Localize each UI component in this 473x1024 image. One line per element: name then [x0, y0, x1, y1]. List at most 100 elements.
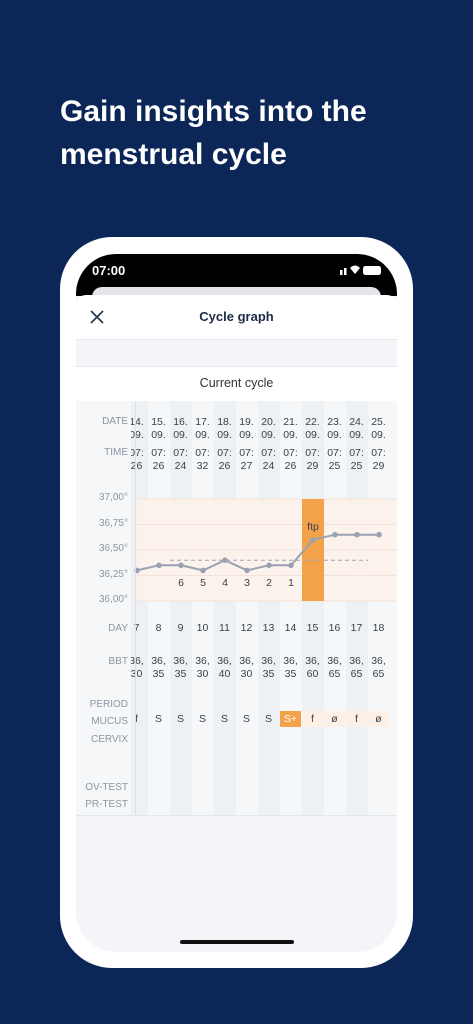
time-cell: 07: 29	[305, 447, 320, 472]
day-cell: 10	[196, 622, 209, 634]
mucus-cell: f	[302, 711, 323, 727]
date-cell: 15. 09.	[151, 416, 166, 441]
mucus-cell: S	[264, 713, 272, 725]
date-cell: 19. 09.	[239, 416, 254, 441]
bbt-cell: 36, 35	[261, 655, 276, 680]
y-tick-label: 36,50°	[98, 543, 128, 554]
bbt-point	[332, 531, 338, 538]
highlight-label: ftp	[307, 521, 319, 533]
time-cell: 07: 24	[173, 447, 188, 472]
cycle-chart: ftp 6 5 4 3 2 1	[134, 498, 397, 602]
bbt-cell: 36, 35	[151, 655, 166, 680]
row-label: OV-TEST	[85, 782, 128, 793]
mucus-cell: f	[346, 711, 367, 727]
time-cell: 07: 26	[131, 447, 144, 472]
day-cell: 18	[372, 622, 385, 634]
bbt-cell: 36, 30	[239, 655, 254, 680]
time-cell: 07: 26	[151, 447, 166, 472]
bbt-point	[222, 557, 228, 563]
time-cell: 07: 26	[217, 447, 232, 472]
screen: 07:00 Cycle graph Current cycle ftp 6 5 4 3 2…	[76, 254, 397, 952]
y-tick-label: 36,25°	[98, 568, 128, 580]
headline: Gain insights into the menstrual cycle	[60, 95, 367, 171]
mucus-cell: S	[154, 713, 162, 725]
date-cell: 20. 09.	[261, 416, 276, 441]
date-cell: 25. 09.	[371, 416, 386, 441]
bbt-line	[136, 533, 379, 572]
date-cell: 18. 09.	[217, 416, 232, 441]
bbt-cell: 36, 35	[283, 655, 298, 680]
bbt-cell: 36, 40	[217, 655, 232, 680]
bbt-cell: 36, 60	[305, 655, 320, 680]
screen-title: Cycle graph	[199, 309, 274, 324]
time-cell: 07: 29	[371, 447, 386, 472]
time-cell: 07: 24	[261, 447, 276, 472]
low-count: 4	[222, 577, 228, 589]
section-row	[76, 366, 397, 402]
low-count: 5	[200, 577, 206, 589]
section-title: Current cycle	[199, 376, 274, 390]
bbt-cell: 36, 65	[371, 655, 386, 680]
time-cell: 07: 27	[239, 447, 254, 472]
day-cell: 14	[284, 622, 297, 634]
day-cell: 11	[219, 622, 230, 634]
low-count: 3	[244, 577, 250, 589]
low-count: 1	[288, 577, 294, 589]
time-cell: 07: 25	[349, 447, 364, 472]
bbt-point	[288, 562, 294, 569]
low-count: 2	[266, 577, 272, 589]
bbt-point	[178, 562, 184, 569]
row-label: DATE	[102, 416, 128, 427]
bbt-point	[310, 537, 316, 543]
day-cell: 12	[240, 622, 253, 634]
bbt-point	[244, 567, 250, 574]
bbt-point	[354, 531, 360, 538]
low-count: 6	[178, 577, 184, 589]
time-cell: 07: 32	[195, 447, 210, 472]
bbt-cell: 36, 30	[131, 655, 144, 680]
row-label: PERIOD	[89, 699, 128, 710]
row-label: BBT	[108, 656, 128, 667]
date-cell: 22. 09.	[305, 416, 320, 441]
row-label: DAY	[108, 623, 128, 634]
day-cell: 15	[306, 622, 319, 634]
row-label: MUCUS	[91, 716, 128, 727]
row-label: CERVIX	[90, 734, 128, 745]
mucus-cell: S+	[280, 711, 301, 727]
table-bg	[76, 401, 397, 816]
row-label: PR-TEST	[85, 799, 128, 810]
bbt-point	[266, 562, 272, 569]
date-cell: 14. 09.	[131, 416, 144, 441]
bbt-cell: 36, 30	[195, 655, 210, 680]
status-time: 07:00	[92, 263, 126, 278]
date-cell: 16. 09.	[173, 416, 188, 441]
day-cell: 13	[262, 622, 275, 634]
mucus-cell: f	[135, 713, 138, 725]
mucus-cell: ø	[324, 711, 345, 727]
mucus-cell: ø	[368, 711, 389, 727]
close-button[interactable]	[89, 309, 105, 325]
mucus-cell: S	[220, 713, 228, 725]
y-tick-label: 36,00°	[98, 594, 128, 605]
day-cell: 16	[328, 622, 341, 634]
date-cell: 21. 09.	[283, 416, 298, 441]
day-cell: 8	[155, 622, 162, 634]
bbt-point	[376, 531, 382, 538]
day-cell: 17	[350, 622, 363, 634]
bbt-cell: 36, 35	[173, 655, 188, 680]
bbt-cell: 36, 65	[349, 655, 364, 680]
highlight-bar	[302, 499, 324, 601]
date-cell: 17. 09.	[195, 416, 210, 441]
mucus-cell: S	[176, 713, 184, 725]
y-tick-label: 37,00°	[98, 492, 128, 503]
sheet-header	[76, 295, 397, 340]
date-cell: 24. 09.	[349, 416, 364, 441]
date-cell: 23. 09.	[327, 416, 342, 441]
bbt-point	[200, 567, 206, 574]
time-cell: 07: 26	[283, 447, 298, 472]
status-icons	[340, 265, 381, 275]
mucus-cell: S	[198, 713, 206, 725]
home-indicator	[180, 940, 294, 944]
row-label: TIME	[104, 447, 128, 458]
